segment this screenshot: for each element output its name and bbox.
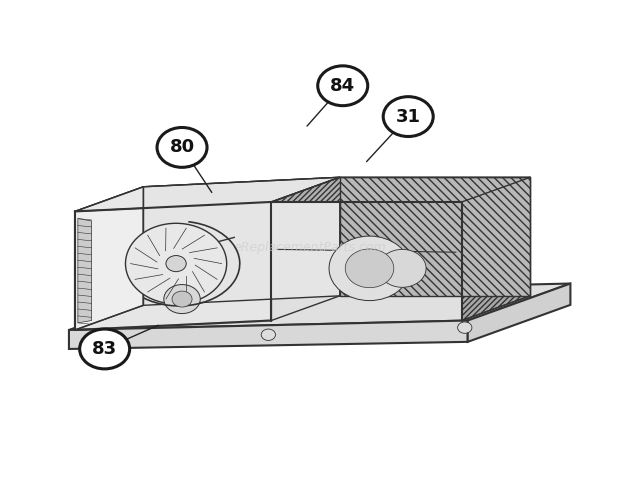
Polygon shape	[75, 187, 143, 330]
Circle shape	[172, 291, 192, 307]
Polygon shape	[69, 321, 467, 349]
Text: 80: 80	[169, 138, 195, 157]
Circle shape	[164, 285, 200, 314]
Text: eReplacementParts.com: eReplacementParts.com	[234, 241, 386, 253]
Polygon shape	[272, 177, 530, 202]
Circle shape	[378, 249, 426, 288]
Circle shape	[345, 249, 394, 288]
Circle shape	[157, 127, 207, 167]
Polygon shape	[467, 284, 570, 342]
Text: 84: 84	[330, 77, 355, 95]
Polygon shape	[143, 177, 340, 305]
Circle shape	[458, 322, 472, 333]
Text: 31: 31	[396, 108, 421, 125]
Polygon shape	[69, 284, 570, 330]
Polygon shape	[75, 177, 340, 211]
Circle shape	[100, 331, 115, 343]
Polygon shape	[462, 177, 530, 321]
Circle shape	[125, 223, 227, 304]
Circle shape	[79, 329, 130, 369]
Polygon shape	[340, 177, 530, 296]
Polygon shape	[78, 218, 92, 323]
Polygon shape	[75, 202, 272, 330]
Circle shape	[329, 236, 410, 300]
Circle shape	[383, 97, 433, 136]
Circle shape	[166, 255, 186, 272]
Circle shape	[317, 66, 368, 106]
Circle shape	[261, 329, 275, 340]
Text: 83: 83	[92, 340, 117, 358]
